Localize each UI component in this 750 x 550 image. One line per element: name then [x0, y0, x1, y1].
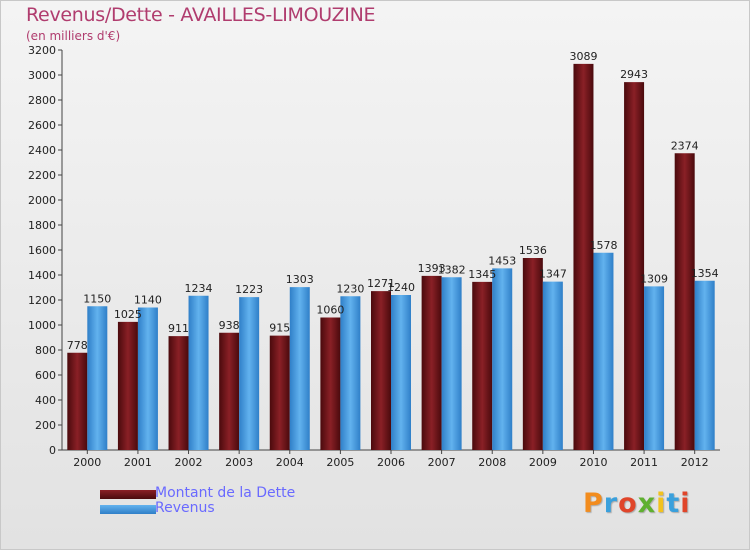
data-label-debt: 1393 — [418, 262, 446, 275]
data-label-revenue: 1234 — [185, 282, 213, 295]
bar-revenue — [289, 287, 310, 450]
proxiti-logo: Proxiti — [583, 488, 691, 519]
bar-revenue — [542, 281, 563, 450]
bar-revenue — [694, 280, 715, 450]
x-tick-label: 2004 — [276, 456, 304, 469]
bar-debt — [624, 82, 645, 450]
data-label-debt: 1060 — [316, 304, 344, 317]
bar-revenue — [188, 295, 209, 450]
data-label-revenue: 1453 — [488, 254, 516, 267]
y-tick-label: 1600 — [28, 244, 56, 257]
bar-debt — [219, 332, 240, 450]
bar-debt — [269, 335, 290, 450]
chart-unit-label: (en milliers d'€) — [26, 29, 121, 43]
data-label-debt: 1536 — [519, 244, 547, 257]
y-tick-label: 800 — [35, 344, 56, 357]
bar-debt — [522, 258, 543, 450]
x-tick-label: 2002 — [175, 456, 203, 469]
bar-debt — [320, 317, 341, 450]
legend-label-debt: Montant de la Dette — [155, 485, 296, 501]
bar-debt — [573, 63, 594, 450]
y-tick-label: 2600 — [28, 119, 56, 132]
bar-revenue — [340, 296, 361, 450]
x-tick-label: 2001 — [124, 456, 152, 469]
y-tick-label: 200 — [35, 419, 56, 432]
bar-revenue — [87, 306, 108, 450]
x-tick-label: 2008 — [478, 456, 506, 469]
data-label-debt: 1025 — [114, 308, 142, 321]
legend-swatch-revenue — [100, 505, 156, 514]
data-label-revenue: 1240 — [387, 281, 415, 294]
bar-revenue — [492, 268, 513, 450]
x-tick-label: 2006 — [377, 456, 405, 469]
bar-revenue — [441, 277, 462, 450]
bar-debt — [421, 275, 442, 450]
y-tick-label: 2800 — [28, 94, 56, 107]
bar-debt — [168, 336, 189, 450]
y-tick-label: 400 — [35, 394, 56, 407]
data-label-revenue: 1140 — [134, 294, 162, 307]
x-tick-label: 2000 — [73, 456, 101, 469]
bar-debt — [117, 321, 138, 450]
data-label-debt: 3089 — [569, 50, 597, 63]
x-tick-label: 2005 — [326, 456, 354, 469]
data-label-debt: 2374 — [671, 139, 699, 152]
legend-label-revenue: Revenus — [155, 500, 215, 516]
data-label-debt: 778 — [67, 339, 88, 352]
data-label-revenue: 1347 — [539, 268, 567, 281]
data-label-revenue: 1223 — [235, 283, 263, 296]
bar-debt — [67, 352, 88, 450]
y-tick-label: 1800 — [28, 219, 56, 232]
data-label-revenue: 1230 — [336, 282, 364, 295]
data-label-debt: 915 — [269, 322, 290, 335]
bar-revenue — [391, 295, 411, 450]
bar-debt — [674, 153, 695, 450]
x-tick-label: 2011 — [630, 456, 658, 469]
y-tick-label: 1000 — [28, 319, 56, 332]
y-tick-label: 2000 — [28, 194, 56, 207]
chart-axes: 0 200 400 600 800 1000 1200 1400 1600 1800 2000 220… — [28, 44, 720, 469]
y-tick-label: 0 — [49, 444, 56, 457]
x-tick-label: 2009 — [529, 456, 557, 469]
data-label-debt: 1271 — [367, 277, 395, 290]
data-label-revenue: 1382 — [438, 263, 466, 276]
bar-revenue — [239, 297, 260, 450]
bar-debt — [472, 281, 493, 450]
data-label-debt: 1345 — [468, 268, 496, 281]
x-tick-label: 2003 — [225, 456, 253, 469]
bar-revenue — [593, 252, 614, 450]
y-tick-label: 3200 — [28, 44, 56, 57]
x-tick-label: 2012 — [681, 456, 709, 469]
data-label-debt: 938 — [219, 319, 240, 332]
bar-revenue — [644, 286, 665, 450]
bar-debt — [371, 291, 391, 450]
x-tick-label: 2010 — [579, 456, 607, 469]
data-label-revenue: 1303 — [286, 273, 314, 286]
data-label-revenue: 1309 — [640, 272, 668, 285]
y-tick-label: 1200 — [28, 294, 56, 307]
x-tick-label: 2007 — [428, 456, 456, 469]
y-tick-label: 2400 — [28, 144, 56, 157]
chart-bars — [67, 63, 715, 450]
data-label-revenue: 1150 — [83, 292, 111, 305]
bar-revenue — [137, 307, 158, 450]
y-tick-label: 600 — [35, 369, 56, 382]
data-label-debt: 911 — [168, 322, 189, 335]
legend-swatch-debt — [100, 490, 156, 499]
data-label-debt: 2943 — [620, 68, 648, 81]
data-label-revenue: 1354 — [691, 267, 719, 280]
y-tick-label: 1400 — [28, 269, 56, 282]
y-tick-label: 3000 — [28, 69, 56, 82]
chart-title: Revenus/Dette - AVAILLES-LIMOUZINE — [26, 4, 376, 26]
y-tick-label: 2200 — [28, 169, 56, 182]
data-label-revenue: 1578 — [589, 239, 617, 252]
